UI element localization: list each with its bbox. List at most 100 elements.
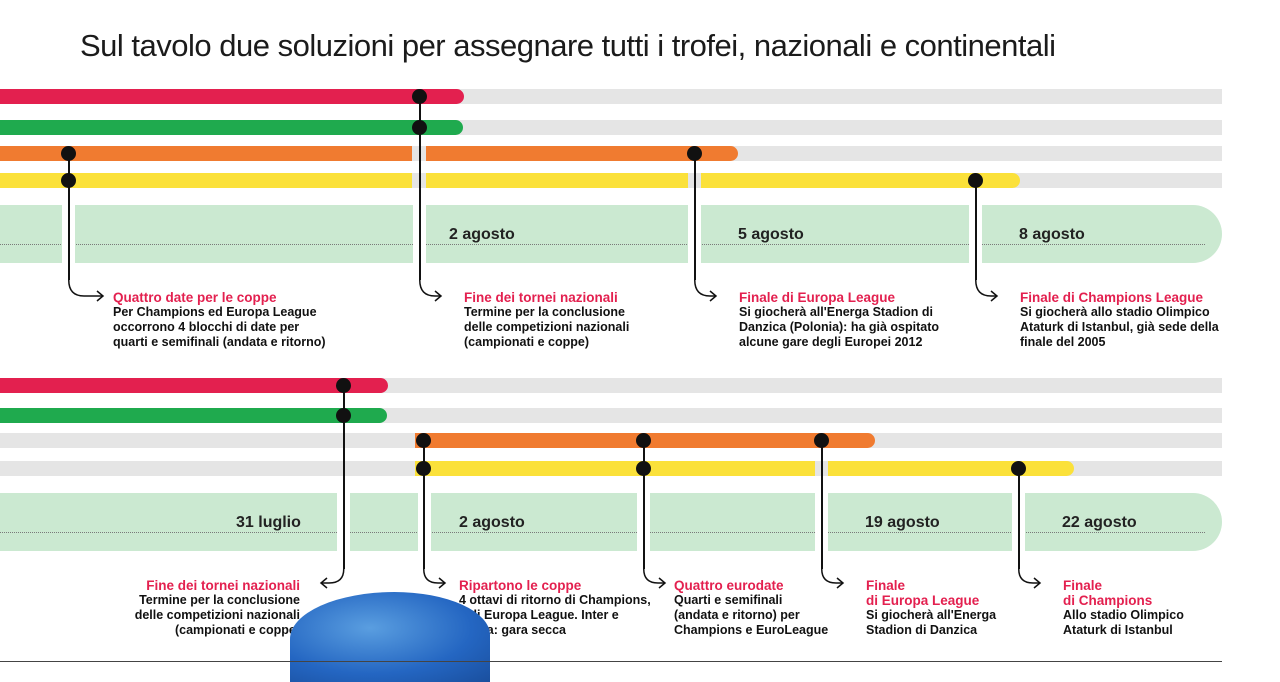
annotation-text: delle competizioni nazionali (134, 608, 300, 622)
date-label: 2 agosto (449, 226, 515, 243)
band-separator (418, 493, 431, 551)
arrow-curve (419, 279, 441, 297)
timeline-dot (416, 461, 431, 476)
date-label: 8 agosto (1019, 226, 1085, 243)
annotation-text: Allo stadio Olimpico (1063, 608, 1184, 622)
annotation-heading: Quattro eurodate (674, 578, 784, 593)
annotation-text: (campionati e coppe) (174, 623, 300, 637)
bar-red-national (0, 89, 464, 104)
annotation-text: delle competizioni nazionali (464, 320, 630, 334)
arrowhead (990, 290, 999, 302)
bar-yellow-champions (415, 461, 815, 476)
timeline-dot (687, 146, 702, 161)
annotation-heading: Finale di Europa League (739, 290, 896, 305)
bar-red-national (0, 378, 388, 393)
arrow-curve (975, 279, 997, 297)
arrowhead (709, 290, 718, 302)
timeline-dot (814, 433, 829, 448)
bar-yellow-champions (0, 173, 412, 188)
arrowhead (836, 577, 845, 589)
timeline-dot (416, 433, 431, 448)
arrowhead (658, 577, 667, 589)
arrow-curve (423, 568, 445, 584)
bottom-rule (0, 661, 1222, 662)
annotation-cup-dates: Quattro date per le coppe Per Champions … (113, 290, 353, 350)
annotation-text: 4 ottavi di ritorno di Champions, (459, 593, 651, 607)
photo-fragment (290, 592, 490, 682)
connector-line (343, 386, 345, 569)
connector-line (68, 152, 70, 280)
annotation-text: Termine per la conclusione (139, 593, 300, 607)
arrowhead (1033, 577, 1042, 589)
annotation-heading: Finale (1063, 578, 1103, 593)
date-label: 31 luglio (236, 514, 301, 531)
arrow-curve (821, 568, 843, 584)
bar-yellow-champions-2 (426, 173, 688, 188)
arrowhead (319, 577, 328, 589)
arrow-curve (643, 568, 665, 584)
annotation-text: Danzica (Polonia): ha già ospitato (739, 320, 940, 334)
date-label: 2 agosto (459, 514, 525, 531)
annotation-text: Quarti e semifinali (674, 593, 783, 607)
band-midline (0, 244, 1205, 245)
bar-orange-europa-2 (426, 146, 738, 161)
annotation-heading: Finale di Champions League (1020, 290, 1204, 305)
timeline-dot (636, 433, 651, 448)
annotation-text: Per Champions ed Europa League (113, 305, 317, 319)
annotation-heading: Fine dei tornei nazionali (464, 290, 618, 305)
annotation-text: Ataturk di Istanbul, già sede della (1020, 320, 1219, 334)
annotation-text: Ataturk di Istanbul (1063, 623, 1173, 637)
annotation-champions-final: Finale di Champions Allo stadio Olimpico… (1063, 578, 1213, 638)
annotation-text: occorrono 4 blocchi di date per (113, 320, 300, 334)
annotation-text: (campionati e coppe) (464, 335, 590, 349)
annotation-text: 6 di Europa League. Inter e (459, 608, 619, 622)
page-title: Sul tavolo due soluzioni per assegnare t… (80, 28, 1056, 63)
annotation-national-end: Fine dei tornei nazionali Termine per la… (464, 290, 684, 350)
annotation-text: Si giocherà all'Energa (866, 608, 997, 622)
timeline-dot (61, 173, 76, 188)
connector-line (1018, 468, 1020, 569)
annotation-four-eurodates: Quattro eurodate Quarti e semifinali (an… (674, 578, 834, 638)
timeline-dot (61, 146, 76, 161)
annotation-europa-final: Finale di Europa League Si giocherà all'… (739, 290, 979, 350)
bar-orange-europa (0, 146, 412, 161)
annotation-champions-final: Finale di Champions League Si giocherà a… (1020, 290, 1275, 350)
annotation-cups-restart: Ripartono le coppe 4 ottavi di ritorno d… (459, 578, 659, 638)
annotation-text: finale del 2005 (1020, 335, 1106, 349)
arrowhead (438, 577, 447, 589)
arrow-curve (68, 279, 103, 297)
annotation-heading: Quattro date per le coppe (113, 290, 277, 305)
timeline-dot (412, 89, 427, 104)
connector-line (975, 180, 977, 280)
annotation-text: Stadion di Danzica (866, 623, 978, 637)
date-label: 5 agosto (738, 226, 804, 243)
annotation-text: Termine per la conclusione (464, 305, 625, 319)
bar-yellow-champions-3 (701, 173, 1020, 188)
timeline-dot (336, 378, 351, 393)
bar-green-national (0, 408, 387, 423)
connector-line (423, 440, 425, 569)
annotation-heading: Finale (866, 578, 906, 593)
annotation-europa-final: Finale di Europa League Si giocherà all'… (866, 578, 1016, 638)
bar-green-national (0, 120, 463, 135)
annotation-text: Si giocherà allo stadio Olimpico (1020, 305, 1210, 319)
annotation-text: quarti e semifinali (andata e ritorno) (113, 335, 326, 349)
date-label: 22 agosto (1062, 514, 1137, 531)
date-label: 19 agosto (865, 514, 940, 531)
arrowhead (96, 290, 105, 302)
connector-arrows (68, 279, 1042, 589)
band-midline (0, 532, 1205, 533)
annotation-national-end: Fine dei tornei nazionali Termine per la… (100, 578, 300, 638)
arrowhead (434, 290, 443, 302)
timeline-dot (968, 173, 983, 188)
annotation-text: alcune gare degli Europei 2012 (739, 335, 923, 349)
connector-line (821, 440, 823, 569)
timeline-dot (1011, 461, 1026, 476)
connector-line (419, 97, 421, 280)
connector-line (694, 152, 696, 280)
annotation-heading: di Europa League (866, 593, 980, 608)
annotation-text: Champions e EuroLeague (674, 623, 829, 637)
connector-line (643, 440, 645, 569)
timeline-dot (412, 120, 427, 135)
arrow-curve (694, 279, 716, 297)
